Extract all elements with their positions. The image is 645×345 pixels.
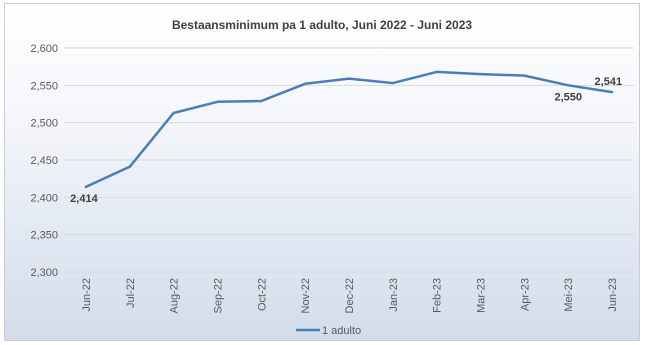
y-tick-label-2550: 2,550 [30,80,58,92]
y-tick-label-2500: 2,500 [30,118,58,130]
y-axis-tick-labels: 2,300 2,350 2,400 2,450 2,500 2,550 2,600 [30,43,58,279]
data-label-Jun-23: 2,541 [595,76,623,88]
legend-label-1-adulto: 1 adulto [322,325,361,337]
data-label-Mei-23: 2,550 [554,91,582,103]
data-point-Jun-22 [84,185,88,189]
data-point-Oct-22 [260,99,263,103]
y-tick-label-2450: 2,450 [30,155,58,167]
y-tick-label-2350: 2,350 [30,230,58,242]
x-tick-label-Jan-23: Jan-23 [388,278,400,312]
x-tick-label-Oct-22: Oct-22 [256,278,268,311]
x-tick-label-Feb-23: Feb-23 [432,278,444,313]
y-tick-label-2300: 2,300 [30,267,58,279]
y-tick-label-2400: 2,400 [30,192,58,204]
x-tick-label-Jun-22: Jun-22 [81,278,93,312]
data-point-Sep-22 [216,100,219,103]
series-group [84,70,614,189]
x-tick-label-Jun-23: Jun-23 [607,278,619,312]
data-label-Jun-22: 2,414 [70,193,98,205]
x-tick-label-Mei-23: Mei-23 [563,278,575,312]
data-point-Aug-22 [172,111,175,115]
data-point-Nov-22 [303,82,307,86]
data-point-Mei-23 [567,84,570,87]
data-point-Dec-22 [347,77,351,80]
y-tick-label-2600: 2,600 [30,43,58,55]
series-line-1-adulto [84,70,614,189]
data-point-Jan-23 [391,81,395,85]
chart-title: Bestaansminimum pa 1 adulto, Juni 2022 -… [172,18,472,32]
x-tick-label-Mar-23: Mar-23 [476,278,488,313]
x-axis-tick-labels: Jun-22 Jul-22 Aug-22 Sep-22 Oct-22 Nov-22 Dec-… [81,278,619,313]
legend: 1 adulto [296,325,361,337]
gridlines [64,47,634,273]
data-point-Feb-23 [435,70,438,74]
data-point-Jul-22 [128,165,131,168]
x-tick-label-Sep-22: Sep-22 [212,278,224,313]
x-tick-label-Nov-22: Nov-22 [300,278,312,313]
data-point-Mar-23 [479,72,482,76]
x-tick-label-Dec-22: Dec-22 [344,278,356,313]
chart-frame [4,3,640,341]
data-labels: 2,414 2,550 2,541 [70,76,622,205]
data-point-Jun-23 [610,90,614,94]
x-tick-label-Aug-22: Aug-22 [169,278,181,313]
data-point-Apr-23 [523,74,526,77]
x-tick-label-Jul-22: Jul-22 [125,278,137,308]
x-tick-label-Apr-23: Apr-23 [519,278,531,311]
